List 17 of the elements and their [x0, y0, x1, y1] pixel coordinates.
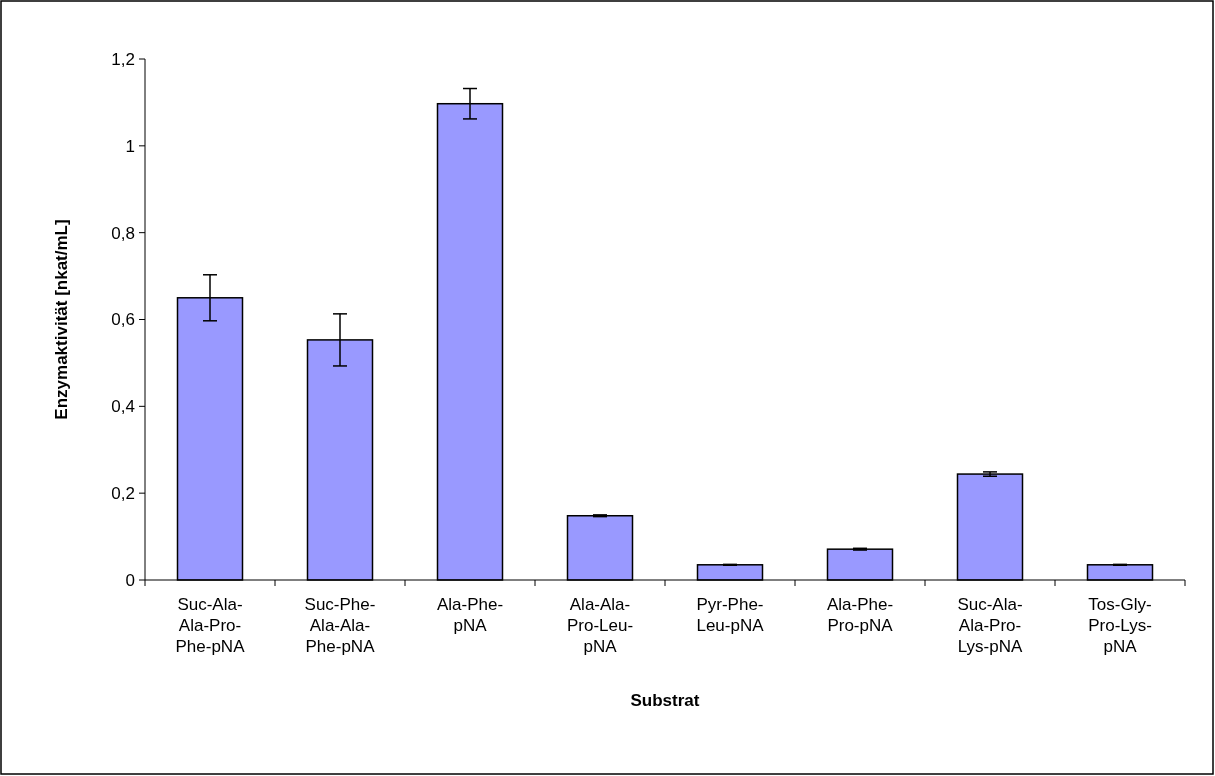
y-tick-label: 1: [125, 136, 135, 156]
y-tick-label: 0,4: [111, 397, 135, 417]
x-tick-label: Ala-Phe-pNA: [436, 595, 504, 635]
x-tick-label: Suc-Ala-Ala-Pro-Phe-pNA: [175, 595, 246, 656]
x-axis-title: Substrat: [630, 691, 700, 710]
y-axis-title: Enzymaktivität [nkat/mL]: [52, 219, 71, 420]
x-tick-label: Tos-Gly-Pro-Lys-pNA: [1088, 595, 1152, 656]
y-tick-label: 0,2: [111, 484, 135, 504]
y-tick-label: 0,6: [111, 310, 135, 330]
y-tick-label: 0,8: [111, 223, 135, 243]
x-tick-label: Ala-Phe-Pro-pNA: [826, 595, 894, 635]
x-tick-label: Pyr-Phe-Leu-pNA: [696, 595, 765, 635]
y-tick-label: 1,2: [111, 49, 135, 69]
y-tick-label: 0: [125, 570, 135, 590]
x-tick-label: Ala-Ala-Pro-Leu-pNA: [566, 595, 634, 656]
x-tick-label: Suc-Phe-Ala-Ala-Phe-pNA: [304, 595, 376, 656]
x-tick-label: Suc-Ala-Ala-Pro-Lys-pNA: [957, 595, 1023, 656]
